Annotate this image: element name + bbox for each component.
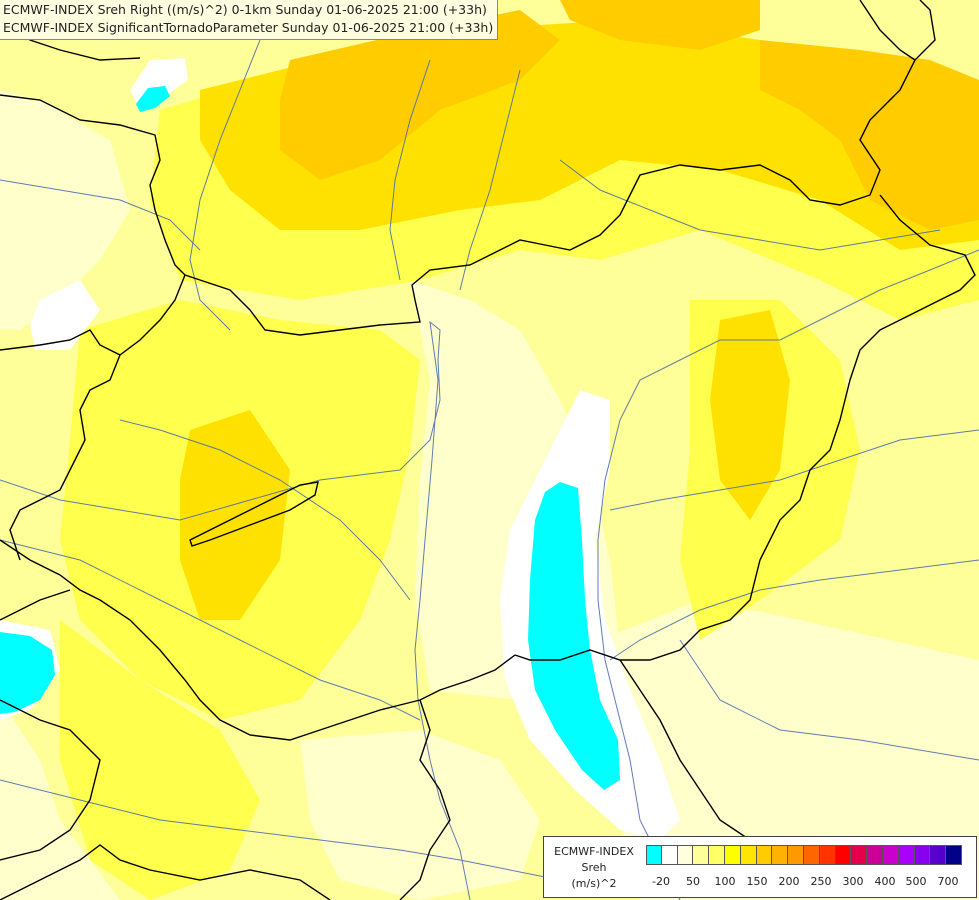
river-raba bbox=[119, 419, 411, 601]
river-somes bbox=[609, 429, 979, 511]
river-west-1 bbox=[0, 179, 201, 251]
color-legend: ECMWF-INDEX Sreh (m/s)^2 -20 50 100 150 200 2… bbox=[543, 836, 977, 898]
legend-unit: (m/s)^2 bbox=[571, 877, 617, 890]
cyan-patch-north bbox=[136, 86, 170, 112]
legend-swatch bbox=[724, 845, 741, 865]
legend-swatch bbox=[772, 845, 789, 865]
legend-tick-label: 400 bbox=[874, 875, 896, 888]
river-south-east bbox=[679, 639, 979, 761]
border-south-4 bbox=[0, 844, 331, 900]
legend-swatch bbox=[788, 845, 804, 865]
legend-tick-label: 250 bbox=[810, 875, 832, 888]
legend-swatch bbox=[756, 845, 773, 865]
pale-region-west bbox=[0, 90, 130, 330]
legend-model: ECMWF-INDEX bbox=[554, 845, 634, 858]
legend-swatch bbox=[803, 845, 820, 865]
river-sava bbox=[0, 779, 640, 881]
legend-swatch bbox=[709, 845, 725, 865]
legend-swatch bbox=[867, 845, 883, 865]
legend-tick-label: 200 bbox=[778, 875, 800, 888]
map-title-line2: ECMWF-INDEX SignificantTornadoParameter … bbox=[3, 20, 494, 35]
pale-region-south bbox=[300, 730, 540, 900]
border-south-2 bbox=[399, 699, 451, 900]
legend-tick-label: 300 bbox=[842, 875, 864, 888]
legend-tick-label: 150 bbox=[746, 875, 768, 888]
legend-parameter: Sreh bbox=[581, 861, 607, 874]
legend-swatch bbox=[740, 845, 757, 865]
legend-swatch bbox=[646, 845, 662, 865]
border-north-3 bbox=[859, 0, 916, 61]
river-network bbox=[0, 39, 979, 900]
white-patch-west bbox=[30, 280, 100, 350]
border-north-2 bbox=[0, 699, 101, 861]
legend-swatch bbox=[661, 845, 678, 865]
legend-swatch bbox=[914, 845, 931, 865]
map-title-box: ECMWF-INDEX Sreh Right ((m/s)^2) 0-1km S… bbox=[0, 0, 499, 40]
border-east bbox=[514, 194, 976, 661]
border-south bbox=[0, 539, 516, 741]
cyan-region-central bbox=[528, 482, 620, 790]
cyan-region-west bbox=[0, 632, 55, 714]
legend-swatches bbox=[646, 845, 962, 865]
gold-region-west bbox=[180, 410, 290, 620]
pale-region-southwest bbox=[0, 700, 120, 900]
river-tisza bbox=[597, 249, 979, 900]
border-north bbox=[0, 0, 936, 336]
legend-swatch bbox=[882, 845, 899, 865]
legend-tick-label: 50 bbox=[686, 875, 700, 888]
river-vah bbox=[389, 59, 431, 281]
orange-region-northeast bbox=[760, 40, 979, 230]
border-southwest bbox=[0, 589, 71, 621]
border-lake bbox=[189, 481, 319, 547]
yellow-region-southwest bbox=[60, 620, 260, 900]
border-west-2 bbox=[119, 274, 186, 356]
legend-tick-label: 500 bbox=[905, 875, 927, 888]
orange-region-north bbox=[280, 10, 560, 180]
legend-tick-label: -20 bbox=[652, 875, 670, 888]
legend-ticks: -20 50 100 150 200 250 300 400 500 700 bbox=[646, 875, 976, 891]
orange-region-top bbox=[560, 0, 760, 50]
legend-swatch bbox=[835, 845, 852, 865]
gold-region-east bbox=[710, 310, 790, 520]
legend-swatch bbox=[677, 845, 694, 865]
river-mures bbox=[609, 559, 979, 661]
legend-swatch bbox=[819, 845, 836, 865]
legend-swatch bbox=[851, 845, 868, 865]
legend-swatch bbox=[946, 845, 962, 865]
river-drava bbox=[0, 539, 421, 721]
pale-region-southeast bbox=[600, 600, 979, 900]
legend-swatch bbox=[898, 845, 915, 865]
river-hron bbox=[459, 69, 521, 291]
border-west bbox=[0, 329, 121, 561]
river-morava bbox=[189, 39, 261, 331]
legend-tick-label: 100 bbox=[714, 875, 736, 888]
river-north-east bbox=[559, 159, 941, 251]
map-title-line1: ECMWF-INDEX Sreh Right ((m/s)^2) 0-1km S… bbox=[3, 2, 487, 17]
legend-tick-label: 700 bbox=[937, 875, 959, 888]
legend-swatch bbox=[930, 845, 947, 865]
river-danube bbox=[0, 320, 471, 900]
legend-swatch bbox=[693, 845, 710, 865]
